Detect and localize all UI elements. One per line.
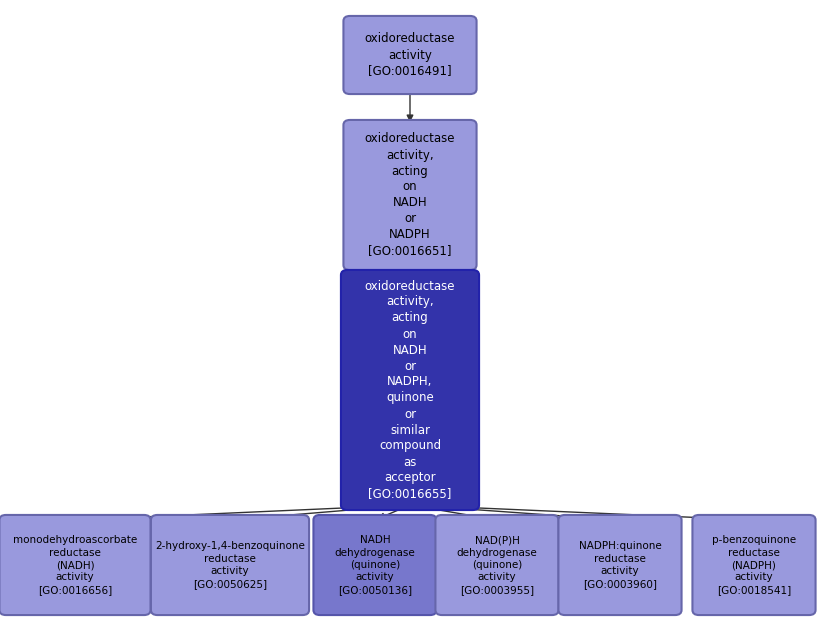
FancyBboxPatch shape bbox=[692, 515, 815, 615]
Text: oxidoreductase
activity
[GO:0016491]: oxidoreductase activity [GO:0016491] bbox=[365, 32, 456, 78]
Text: 2-hydroxy-1,4-benzoquinone
reductase
activity
[GO:0050625]: 2-hydroxy-1,4-benzoquinone reductase act… bbox=[155, 542, 305, 588]
FancyBboxPatch shape bbox=[151, 515, 309, 615]
Text: p-benzoquinone
reductase
(NADPH)
activity
[GO:0018541]: p-benzoquinone reductase (NADPH) activit… bbox=[712, 535, 796, 595]
FancyBboxPatch shape bbox=[343, 120, 476, 270]
Text: NADPH:quinone
reductase
activity
[GO:0003960]: NADPH:quinone reductase activity [GO:000… bbox=[579, 542, 662, 588]
Text: oxidoreductase
activity,
acting
on
NADH
or
NADPH
[GO:0016651]: oxidoreductase activity, acting on NADH … bbox=[365, 133, 456, 257]
Text: NAD(P)H
dehydrogenase
(quinone)
activity
[GO:0003955]: NAD(P)H dehydrogenase (quinone) activity… bbox=[456, 535, 538, 595]
Text: monodehydroascorbate
reductase
(NADH)
activity
[GO:0016656]: monodehydroascorbate reductase (NADH) ac… bbox=[13, 535, 137, 595]
FancyBboxPatch shape bbox=[435, 515, 558, 615]
FancyBboxPatch shape bbox=[0, 515, 150, 615]
FancyBboxPatch shape bbox=[343, 16, 476, 94]
Text: oxidoreductase
activity,
acting
on
NADH
or
NADPH,
quinone
or
similar
compound
as: oxidoreductase activity, acting on NADH … bbox=[365, 279, 456, 501]
FancyBboxPatch shape bbox=[558, 515, 681, 615]
Text: NADH
dehydrogenase
(quinone)
activity
[GO:0050136]: NADH dehydrogenase (quinone) activity [G… bbox=[335, 535, 415, 595]
FancyBboxPatch shape bbox=[314, 515, 437, 615]
FancyBboxPatch shape bbox=[341, 270, 479, 510]
